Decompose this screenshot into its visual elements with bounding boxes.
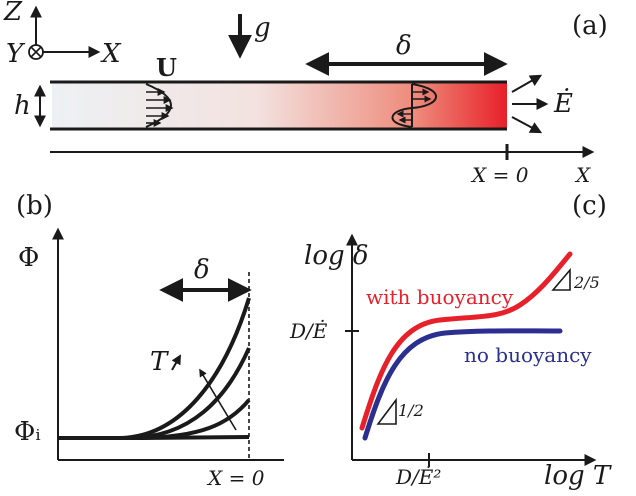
- buoyant-velocity-profile: [391, 83, 437, 128]
- velocity-label: U: [156, 53, 177, 82]
- c-x-tick-label: D/Ė²: [395, 465, 441, 489]
- with-buoyancy-label: with buoyancy: [366, 285, 514, 309]
- slope-low-label: 1/2: [398, 401, 424, 420]
- phi-axis-label: Φ: [18, 243, 39, 273]
- bottom-axis-label: X: [574, 163, 591, 187]
- panel-c-label: (c): [572, 191, 607, 221]
- c-y-axis-label: log δ: [304, 241, 369, 271]
- slope-triangle-low: [376, 397, 397, 425]
- panel-b: (b) Φ Φᵢ X = 0 δ T: [14, 191, 284, 490]
- c-y-tick-label: D/Ė: [289, 319, 328, 343]
- x-label: X: [100, 39, 122, 69]
- panel-a-label: (a): [572, 11, 608, 41]
- axes-triad: Z Y X: [3, 0, 122, 69]
- t-label: T: [150, 347, 169, 377]
- origin-label: X = 0: [470, 163, 529, 187]
- panel-c: (c) log δ log T D/Ė D/Ė² with buoyancy n…: [289, 191, 612, 491]
- no-buoyancy-curve: [362, 328, 563, 441]
- z-label: Z: [3, 0, 23, 27]
- flux-label: Ė: [553, 88, 573, 119]
- height-label: h: [14, 91, 31, 121]
- b-origin-label: X = 0: [206, 466, 265, 490]
- panel-a: (a) Z Y X g δ U: [3, 0, 608, 187]
- delta-label: δ: [396, 31, 412, 61]
- slope-high-label: 2/5: [573, 273, 600, 292]
- y-label: Y: [6, 39, 26, 69]
- channel-fill: [52, 83, 507, 128]
- slope-triangle-high: [551, 267, 571, 291]
- phi-initial-label: Φᵢ: [14, 417, 41, 447]
- no-buoyancy-label: no buoyancy: [464, 343, 592, 367]
- phi-profile-4: [58, 297, 251, 440]
- c-x-axis-label: log T: [544, 461, 612, 491]
- inlet-velocity-profile: [145, 83, 174, 128]
- phi-profiles: [58, 297, 251, 440]
- t-increase-arrow: [199, 368, 237, 431]
- y-axis-into-page-icon: [28, 44, 44, 60]
- outflux-arrows: [511, 74, 549, 134]
- b-delta-label: δ: [194, 255, 210, 285]
- with-buoyancy-curve: [359, 251, 573, 431]
- y-cross-2: [30, 46, 42, 58]
- gravity-label: g: [254, 13, 271, 43]
- panel-b-label: (b): [16, 191, 53, 221]
- t-label-arrow: [171, 354, 181, 371]
